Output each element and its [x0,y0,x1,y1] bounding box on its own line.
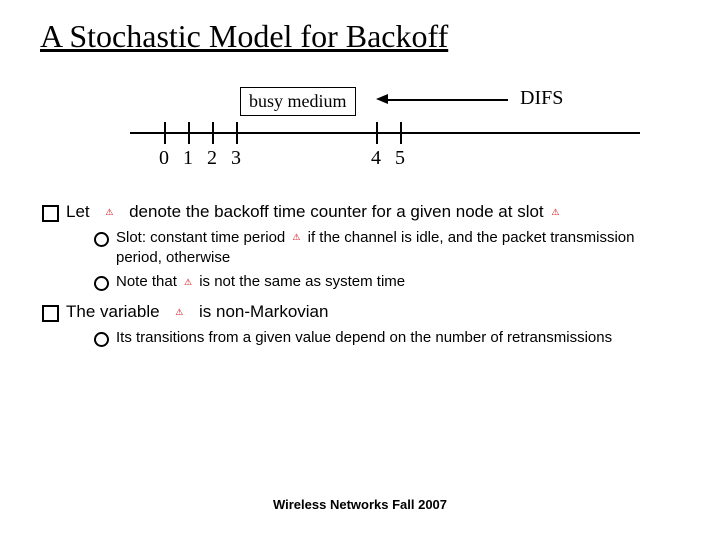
tick-label-3: 3 [231,147,241,170]
tick-label-2: 2 [207,147,217,170]
difs-arrow-line [386,99,508,101]
bullet-2-text-b: is non-Markovian [199,302,328,321]
tick-5 [400,122,402,144]
bullet-2-sublist: Its transitions from a given value depen… [94,328,680,348]
timeline-diagram: 0 1 2 3 4 5 busy medium DIFS [40,77,680,187]
sub-text: Its transitions from a given value depen… [116,329,612,346]
footer-text: Wireless Networks Fall 2007 [0,497,720,512]
tick-4 [376,122,378,144]
tick-1 [188,122,190,144]
tick-label-0: 0 [159,147,169,170]
bullet-1: Let ⚠ denote the backoff time counter fo… [40,201,680,293]
tick-2 [212,122,214,144]
bullet-list: Let ⚠ denote the backoff time counter fo… [40,201,680,348]
missing-image-icon: ⚠ [289,233,303,242]
bullet-1-sublist: Slot: constant time period ⚠ if the chan… [94,228,680,293]
tick-label-1: 1 [183,147,193,170]
timeline-axis [130,132,640,134]
sub-text: Note that [116,273,181,290]
tick-3 [236,122,238,144]
tick-label-5: 5 [395,147,405,170]
bullet-2-text-a: The variable [66,302,164,321]
page-title: A Stochastic Model for Backoff [40,18,680,55]
bullet-2-sub-1: Its transitions from a given value depen… [94,328,680,348]
missing-image-icon: ⚠ [94,208,124,217]
missing-image-icon: ⚠ [164,308,194,317]
missing-image-icon: ⚠ [548,208,562,217]
sub-text: Slot: constant time period [116,229,289,246]
difs-label: DIFS [520,87,563,110]
bullet-1-text-a: Let [66,202,94,221]
bullet-2: The variable ⚠ is non-Markovian Its tran… [40,301,680,348]
sub-text: is not the same as system time [199,273,405,290]
bullet-1-text-b: denote the backoff time counter for a gi… [129,202,548,221]
bullet-1-sub-2: Note that ⚠ is not the same as system ti… [94,272,680,292]
missing-image-icon: ⚠ [181,278,195,287]
busy-medium-box: busy medium [240,87,356,116]
bullet-1-sub-1: Slot: constant time period ⚠ if the chan… [94,228,680,269]
tick-0 [164,122,166,144]
tick-label-4: 4 [371,147,381,170]
